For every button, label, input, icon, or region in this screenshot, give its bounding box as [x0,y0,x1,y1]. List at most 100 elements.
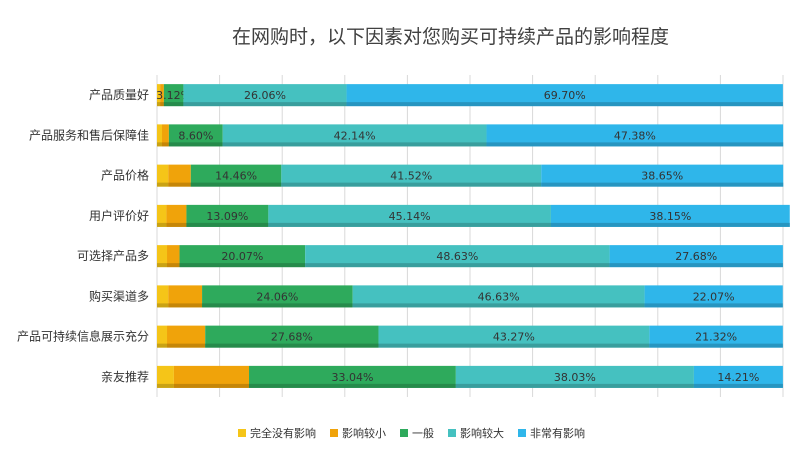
bar-segment [693,365,783,388]
chart-plot: 产品质量好 3.12% 26.06% 69.70% 产品服务和售后保障佳 8.60% 42.… [17,75,790,397]
legend-swatch [330,429,338,437]
bar-segment-shade [157,383,174,388]
bar-segment-shade [167,263,180,268]
bar-segment-shade [550,222,790,227]
bar-segment [281,164,542,187]
legend-swatch [518,429,526,437]
data-label: 14.46% [215,170,257,183]
bar-segment [168,124,223,147]
bar-segment [352,285,645,308]
bar-segment-shade [157,343,168,348]
legend-swatch [448,429,456,437]
bar-segment [249,365,456,388]
bar-segment-shade [305,263,610,268]
bar-segment-shade [167,343,206,348]
bar-segment-shade [281,182,542,187]
bar-segment [157,84,161,107]
legend-item: 完全没有影响 [238,425,316,441]
chart-legend: 完全没有影响 影响较小 一般 影响较大 非常有影响 [238,425,585,441]
legend-label: 一般 [412,427,434,440]
data-label: 41.52% [390,170,432,183]
bar-segment [157,164,169,187]
bar-segment-shade [166,222,187,227]
category-label: 亲友推荐 [101,370,149,384]
bar-segment-shade [168,182,191,187]
data-label: 46.63% [478,290,520,303]
legend-item: 非常有影响 [518,425,585,441]
bar-segment [160,84,164,107]
data-label: 21.32% [695,331,737,344]
bar-segment [168,164,191,187]
bar-segment [163,84,184,107]
data-label: 26.06% [244,89,286,102]
bar-segment-shade [168,142,223,147]
bar-segment [378,325,650,348]
bar-segment-shade [190,182,282,187]
bar-segment-shade [157,222,167,227]
bar-segment [644,285,783,308]
bar-segment [649,325,783,348]
bar-segment-shade [179,263,306,268]
bar-segment [202,285,353,308]
bar-segment [346,84,783,107]
bar-segment-shade [157,142,163,147]
data-label: 22.07% [693,290,735,303]
bar-segment-shade [186,222,269,227]
bar-segment-shade [541,182,784,187]
data-label: 20.07% [221,250,263,263]
data-label: 33.04% [331,371,373,384]
bar-segment [205,325,379,348]
category-label: 用户评价好 [89,208,149,223]
legend-item: 影响较大 [448,425,504,441]
bar-segment [541,164,784,187]
bar-segment-shade [160,102,164,107]
data-label: 47.38% [614,129,656,142]
bar-segment-shade [205,343,379,348]
bar-segment-shade [183,102,347,107]
category-label: 购买渠道多 [89,288,149,303]
bar-segment-shade [609,263,783,268]
bar-segment [268,204,551,227]
bar-segment [167,245,180,268]
category-label: 产品服务和售后保障佳 [29,127,149,142]
data-label: 24.06% [256,290,298,303]
data-label: 38.15% [649,210,691,223]
data-label: 38.65% [641,170,683,183]
bar-segment [157,204,167,227]
data-label: 27.68% [675,250,717,263]
bar-segment [183,84,347,107]
bar-segment [157,124,163,147]
legend-swatch [238,429,246,437]
legend-label: 影响较小 [342,427,386,440]
data-label: 14.21% [717,371,759,384]
bar-segment [455,365,694,388]
bar-segment-shade [157,102,161,107]
bar-segment-shade [352,303,645,308]
data-label: 42.14% [334,129,376,142]
bar-segment-shade [486,142,784,147]
bar-segment [157,245,168,268]
category-label: 产品价格 [101,168,149,183]
bar-segment-shade [268,222,551,227]
bar-segment-shade [157,303,169,308]
bar-segment-shade [693,383,783,388]
bar-segment-shade [346,102,783,107]
bar-segment-shade [168,303,203,308]
bar-segment [166,204,187,227]
bar-segment-shade [162,142,169,147]
data-label: 43.27% [493,331,535,344]
chart-title: 在网购时，以下因素对您购买可持续产品的影响程度 [231,26,669,48]
legend-swatch [400,429,408,437]
bar-segment [157,285,169,308]
bar-segment [157,325,168,348]
bar-segment-shade [202,303,353,308]
bar-segment-shade [173,383,250,388]
bar-segment [486,124,784,147]
bar-segment [179,245,306,268]
legend-item: 影响较小 [330,425,386,441]
legend-label: 完全没有影响 [250,427,316,440]
data-label: 45.14% [389,210,431,223]
bar-segment [550,204,790,227]
data-label: 3.12% [156,89,191,102]
data-label: 48.63% [436,250,478,263]
